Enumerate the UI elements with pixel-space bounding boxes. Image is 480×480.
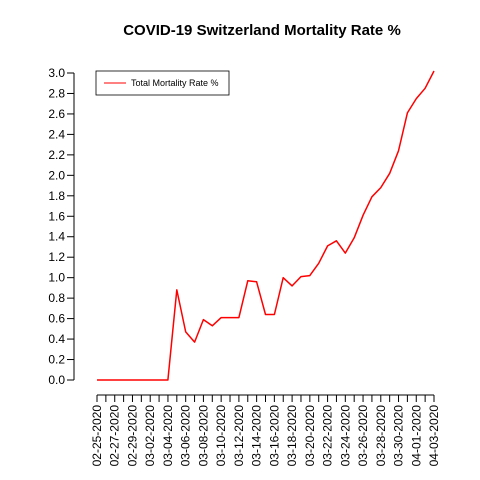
data-point <box>362 215 363 216</box>
x-tick-label: 03-22-2020 <box>321 405 335 467</box>
data-point <box>247 280 248 281</box>
y-tick-label: 0.4 <box>48 332 65 346</box>
data-point <box>300 276 301 277</box>
y-tick-label: 0.8 <box>48 291 65 305</box>
data-point <box>141 379 142 380</box>
data-point <box>416 98 417 99</box>
data-point <box>123 379 124 380</box>
data-point <box>354 237 355 238</box>
data-point <box>256 281 257 282</box>
x-tick-label: 03-10-2020 <box>214 405 228 467</box>
data-point <box>309 275 310 276</box>
y-tick-label: 1.2 <box>48 250 65 264</box>
y-tick-label: 2.2 <box>48 148 65 162</box>
y-tick-label: 0.2 <box>48 353 65 367</box>
x-tick-label: 03-12-2020 <box>232 405 246 467</box>
y-axis: 0.0 0.2 0.4 0.6 0.8 1.0 1.2 1.4 1.6 1.8 2.0 2.2 2.4 2… <box>48 66 75 387</box>
data-point <box>167 379 168 380</box>
data-point <box>229 317 230 318</box>
data-point <box>194 342 195 343</box>
x-tick-label: 03-02-2020 <box>143 405 157 467</box>
data-point <box>105 379 106 380</box>
data-point <box>336 240 337 241</box>
data-point <box>292 285 293 286</box>
data-point <box>274 314 275 315</box>
data-point <box>185 331 186 332</box>
y-tick-label: 1.0 <box>48 271 65 285</box>
data-point <box>238 317 239 318</box>
y-tick-label: 1.8 <box>48 189 65 203</box>
x-tick-label: 04-03-2020 <box>427 405 441 467</box>
x-tick-label: 03-26-2020 <box>356 405 370 467</box>
x-tick-label: 03-18-2020 <box>285 405 299 467</box>
data-point <box>380 187 381 188</box>
x-tick-label: 03-24-2020 <box>338 405 352 467</box>
data-point <box>150 379 151 380</box>
data-point <box>345 253 346 254</box>
data-point <box>389 173 390 174</box>
x-tick-label: 02-29-2020 <box>125 405 139 467</box>
chart-title: COVID-19 Switzerland Mortality Rate % <box>123 22 401 39</box>
data-point <box>318 263 319 264</box>
x-tick-label: 03-14-2020 <box>250 405 264 467</box>
x-axis: 02-25-2020 02-27-2020 02-29-2020 03-02-2020… <box>90 394 441 467</box>
x-tick-label: 03-08-2020 <box>196 405 210 467</box>
data-point <box>398 150 399 151</box>
x-tick-label: 03-16-2020 <box>267 405 281 467</box>
y-tick-label: 0.0 <box>48 373 65 387</box>
data-point <box>221 317 222 318</box>
data-point <box>212 325 213 326</box>
x-tick-label: 03-20-2020 <box>303 405 317 467</box>
legend-label-total-mortality-rate: Total Mortality Rate % <box>131 78 219 88</box>
data-point <box>203 319 204 320</box>
y-tick-label: 2.6 <box>48 107 65 121</box>
y-tick-label: 2.0 <box>48 168 65 182</box>
data-point <box>283 277 284 278</box>
data-point <box>265 314 266 315</box>
x-tick-label: 04-01-2020 <box>409 405 423 467</box>
data-point <box>132 379 133 380</box>
data-point <box>114 379 115 380</box>
y-tick-label: 1.4 <box>48 230 65 244</box>
y-tick-label: 3.0 <box>48 66 65 80</box>
x-tick-label: 02-27-2020 <box>108 405 122 467</box>
data-point <box>158 379 159 380</box>
plot-area <box>96 70 435 381</box>
data-point <box>407 112 408 113</box>
data-point <box>176 289 177 290</box>
legend: Total Mortality Rate % <box>95 70 230 96</box>
x-tick-label: 03-06-2020 <box>179 405 193 467</box>
x-tick-label: 03-04-2020 <box>161 405 175 467</box>
data-point <box>433 70 434 71</box>
x-tick-label: 02-25-2020 <box>90 405 104 467</box>
data-point <box>96 379 97 380</box>
data-point <box>327 245 328 246</box>
series-line-total-mortality-rate <box>97 70 435 381</box>
x-tick-label: 03-30-2020 <box>392 405 406 467</box>
data-point <box>371 196 372 197</box>
y-tick-label: 1.6 <box>48 209 65 223</box>
y-tick-label: 2.4 <box>48 127 65 141</box>
y-tick-label: 0.6 <box>48 312 65 326</box>
y-tick-label: 2.8 <box>48 86 65 100</box>
x-tick-label: 03-28-2020 <box>374 405 388 467</box>
data-point <box>425 88 426 89</box>
